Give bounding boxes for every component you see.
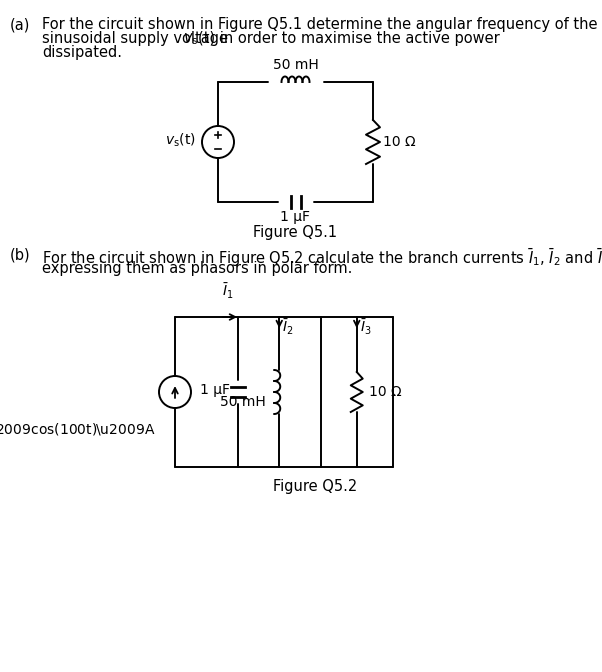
Text: $\bar{I}_2$: $\bar{I}_2$ [282,318,294,337]
Text: sinusoidal supply voltage: sinusoidal supply voltage [42,31,232,46]
Text: 50 mH: 50 mH [273,58,318,72]
Text: $\bar{I}_3$: $\bar{I}_3$ [360,318,371,337]
Text: $i_s$(t) = 30\u2009cos(100t)\u2009A: $i_s$(t) = 30\u2009cos(100t)\u2009A [0,422,155,439]
Text: (t) in order to maximise the active power: (t) in order to maximise the active powe… [198,31,500,46]
Text: 1 μF: 1 μF [200,383,230,397]
Text: $v_{\rm s}$: $v_{\rm s}$ [183,31,199,46]
Text: Figure Q5.1: Figure Q5.1 [253,225,338,240]
Text: $\bar{I}_1$: $\bar{I}_1$ [222,282,234,301]
Text: For the circuit shown in Figure Q5.2 calculate the branch currents $\bar{I}_1$, : For the circuit shown in Figure Q5.2 cal… [42,247,602,269]
Text: 10 Ω: 10 Ω [369,385,402,399]
Text: expressing them as phasors in polar form.: expressing them as phasors in polar form… [42,261,352,276]
Text: (a): (a) [10,17,30,32]
Text: (b): (b) [10,247,31,262]
Text: $v_{\rm s}$(t): $v_{\rm s}$(t) [166,131,196,149]
Text: Figure Q5.2: Figure Q5.2 [273,479,358,494]
Text: For the circuit shown in Figure Q5.1 determine the angular frequency of the: For the circuit shown in Figure Q5.1 det… [42,17,598,32]
Text: 1 μF: 1 μF [281,210,311,224]
Text: 50 mH: 50 mH [220,395,265,409]
Text: 10 Ω: 10 Ω [383,135,415,149]
Text: dissipated.: dissipated. [42,45,122,60]
